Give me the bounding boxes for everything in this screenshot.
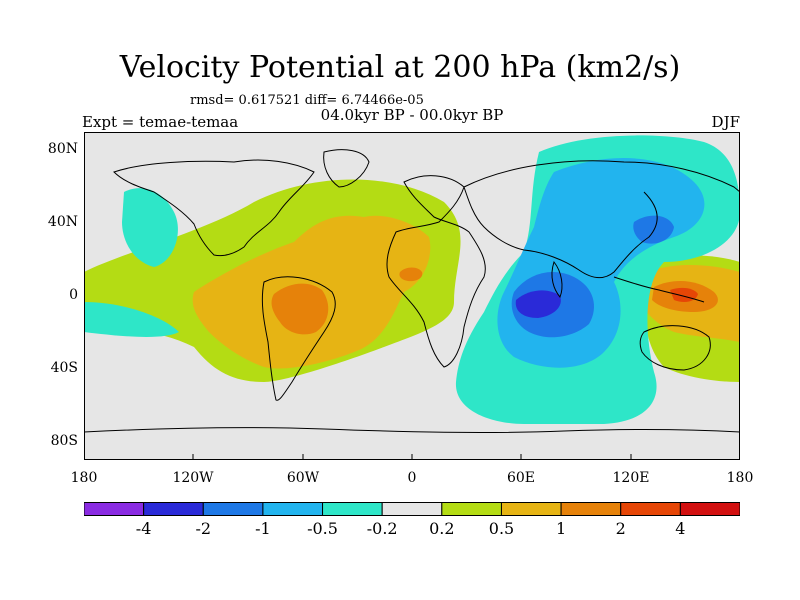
velocity-potential-map bbox=[84, 132, 740, 460]
coastlines bbox=[84, 149, 740, 433]
colorbar-box bbox=[322, 502, 383, 516]
map-title: Velocity Potential at 200 hPa (km2/s) bbox=[119, 50, 681, 85]
colorbar-box bbox=[202, 502, 264, 516]
colorbar-label: 0.2 bbox=[429, 519, 455, 538]
colorbar-box bbox=[500, 502, 562, 516]
period-label: 04.0kyr BP - 00.0kyr BP bbox=[320, 106, 504, 124]
colorbar-box bbox=[560, 502, 622, 516]
lon-label-120e: 120E bbox=[612, 470, 650, 486]
colorbar-label: 1 bbox=[556, 519, 567, 538]
colorbar bbox=[84, 502, 740, 516]
lon-label-60e: 60E bbox=[506, 470, 536, 486]
negative-region-2 bbox=[515, 290, 561, 318]
positive-region-1 bbox=[271, 283, 329, 335]
negative-region-0.2-pacific-strip bbox=[84, 302, 179, 337]
colorbar-label: 0.5 bbox=[488, 519, 515, 538]
lon-label-180w: 180 bbox=[70, 470, 98, 486]
season-label: DJF bbox=[711, 113, 740, 131]
negative-region-0.2-north-atlantic bbox=[122, 188, 178, 267]
colorbar-box bbox=[84, 502, 145, 516]
experiment-label: Expt = temae-temaa bbox=[82, 113, 239, 131]
lat-label-40s: 40S bbox=[50, 360, 78, 376]
colorbar-label: -4 bbox=[135, 519, 152, 538]
colorbar-box bbox=[262, 502, 324, 516]
colorbar-label: -1 bbox=[255, 519, 271, 538]
lat-label-0: 0 bbox=[69, 287, 78, 303]
lat-label-40n: 40N bbox=[47, 214, 78, 230]
lon-label-120w: 120W bbox=[172, 470, 214, 486]
stats-label: rmsd= 0.617521 diff= 6.74466e-05 bbox=[190, 93, 424, 108]
lat-label-80s: 80S bbox=[50, 433, 78, 449]
lon-label-180e: 180 bbox=[726, 470, 754, 486]
colorbar-label: -0.2 bbox=[366, 519, 398, 538]
colorbar-box bbox=[381, 502, 443, 516]
colorbar-box bbox=[441, 502, 502, 516]
map-ticks bbox=[192, 454, 632, 460]
lon-label-60w: 60W bbox=[286, 470, 320, 486]
positive-region-1-africa bbox=[399, 267, 423, 282]
colorbar-box bbox=[620, 502, 681, 516]
colorbar-label: -0.5 bbox=[307, 519, 338, 538]
colorbar-box bbox=[679, 502, 740, 516]
colorbar-label: -2 bbox=[195, 519, 212, 538]
lon-label-0: 0 bbox=[407, 470, 417, 486]
colorbar-box bbox=[143, 502, 204, 516]
colorbar-label: 2 bbox=[615, 519, 626, 538]
colorbar-label: 4 bbox=[675, 519, 686, 538]
lat-label-80n: 80N bbox=[47, 141, 78, 157]
